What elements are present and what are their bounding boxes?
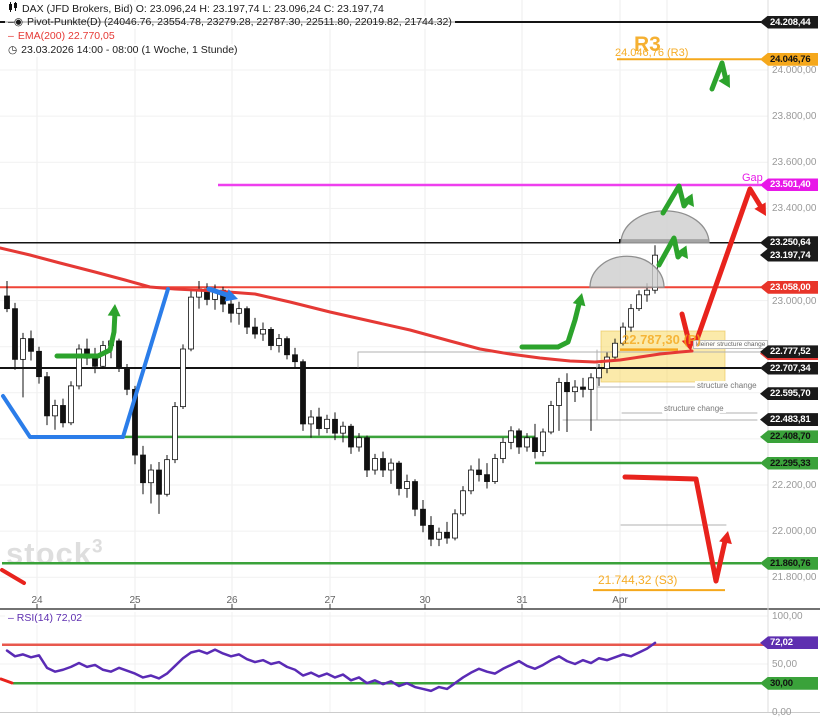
time-axis-label: 25 bbox=[129, 595, 141, 606]
rsi-badge: 72,02 bbox=[760, 636, 818, 650]
price-badge: 23.250,64 bbox=[760, 236, 818, 250]
clock-icon: ◷ bbox=[8, 44, 18, 56]
legend-timerange-row: ◷ 23.03.2026 14:00 - 08:00 (1 Woche, 1 St… bbox=[5, 44, 241, 57]
dome-annotations bbox=[589, 210, 710, 288]
price-badge: 21.860,76 bbox=[760, 556, 818, 570]
pivot-indicator-icon: ‒◉ bbox=[8, 16, 24, 28]
green-zigzag-lower bbox=[656, 235, 688, 268]
price-badge: 22.295,33 bbox=[760, 456, 818, 470]
pivot-level-label: R3 bbox=[634, 33, 661, 56]
structure-change-label: kleiner structure change bbox=[693, 340, 769, 349]
price-badge: 22.707,34 bbox=[760, 361, 818, 375]
price-axis-label: 22.000,00 bbox=[772, 526, 817, 538]
ema-200-line bbox=[0, 246, 694, 364]
rsi-value-text: RSI(14) 72,02 bbox=[16, 612, 83, 624]
price-axis-label: 21.800,00 bbox=[772, 572, 817, 584]
red-dash-left bbox=[0, 568, 26, 585]
blue-arrow bbox=[206, 286, 238, 302]
pivot-level-label: 24.046,76 (R3) bbox=[615, 47, 689, 59]
ema-value-text: EMA(200) 22.770,05 bbox=[17, 30, 115, 42]
structure-change-label: structure change bbox=[695, 381, 759, 390]
price-badge: 22.777,52 bbox=[760, 345, 818, 359]
price-axis-label: 22.200,00 bbox=[772, 480, 817, 492]
pivot-values-text: Pivot-Punkte(D) (24046.76, 23554.78, 232… bbox=[27, 16, 452, 28]
green-up-arrow-1 bbox=[54, 304, 121, 359]
timerange-text: 23.03.2026 14:00 - 08:00 (1 Woche, 1 Stu… bbox=[21, 44, 238, 56]
price-badge: 23.197,74 bbox=[760, 248, 818, 262]
price-axis-label: 23.000,00 bbox=[772, 295, 817, 307]
red-arrow-rally bbox=[692, 186, 766, 348]
legend-ema-row[interactable]: ‒ EMA(200) 22.770,05 bbox=[5, 30, 118, 43]
green-zigzag-upper bbox=[660, 183, 694, 216]
price-badge: 22.408,70 bbox=[760, 430, 818, 444]
red-arrow-pullback bbox=[679, 311, 695, 351]
price-badge: 23.058,00 bbox=[760, 280, 818, 294]
price-badge: 23.501,40 bbox=[760, 178, 818, 192]
rsi-line-icon: ‒ bbox=[8, 612, 14, 624]
price-axis-label: 23.400,00 bbox=[772, 203, 817, 215]
rsi-legend[interactable]: ‒ RSI(14) 72,02 bbox=[5, 612, 86, 625]
price-badge: 24.208,44 bbox=[760, 15, 818, 29]
candles bbox=[4, 245, 658, 547]
green-arrow-r3 bbox=[709, 60, 730, 92]
red-arrow-bottom bbox=[622, 474, 732, 584]
rsi-pane bbox=[2, 641, 788, 693]
price-badge: 22.595,70 bbox=[760, 387, 818, 401]
price-axis-label: 23.800,00 bbox=[772, 111, 817, 123]
legend-symbol-row[interactable]: DAX (JFD Brokers, Bid) O: 23.096,24 H: 2… bbox=[5, 2, 387, 16]
price-badge: 22.483,81 bbox=[760, 413, 818, 427]
symbol-ohlc-text: DAX (JFD Brokers, Bid) O: 23.096,24 H: 2… bbox=[22, 3, 384, 15]
stock3-watermark: stock3 bbox=[6, 536, 104, 571]
rsi-axis-label: 50,00 bbox=[772, 659, 798, 670]
time-axis-label: 30 bbox=[419, 595, 431, 606]
price-axis-label: 24.000,00 bbox=[772, 65, 817, 77]
rsi-axis-label: 0,00 bbox=[772, 707, 792, 718]
rsi-line bbox=[5, 641, 657, 693]
price-badge: 24.046,76 bbox=[760, 52, 818, 66]
time-axis-label: 24 bbox=[31, 595, 43, 606]
rsi-axis-label: 100,00 bbox=[772, 611, 803, 622]
red-dash-rsi bbox=[0, 677, 14, 685]
price-axis-label: 23.600,00 bbox=[772, 157, 817, 169]
ema-line-icon: ‒ bbox=[8, 30, 14, 42]
blue-trendline bbox=[1, 287, 170, 439]
rsi-badge: 30,00 bbox=[760, 676, 818, 690]
time-axis-label: 31 bbox=[516, 595, 528, 606]
structure-change-label: structure change bbox=[662, 404, 726, 413]
pivot-level-label: 21.744,32 (S3) bbox=[598, 573, 678, 587]
green-up-arrow-2 bbox=[519, 293, 586, 350]
legend-pivot-row[interactable]: ‒◉ Pivot-Punkte(D) (24046.76, 23554.78, 2… bbox=[5, 16, 455, 29]
time-axis-label: Apr bbox=[612, 595, 628, 606]
gap-label: Gap bbox=[742, 172, 763, 184]
time-axis-label: 27 bbox=[324, 595, 336, 606]
candlestick-icon bbox=[8, 2, 18, 16]
time-axis-label: 26 bbox=[226, 595, 238, 606]
pivot-level-label: 22.787,30 (P) bbox=[622, 332, 701, 347]
